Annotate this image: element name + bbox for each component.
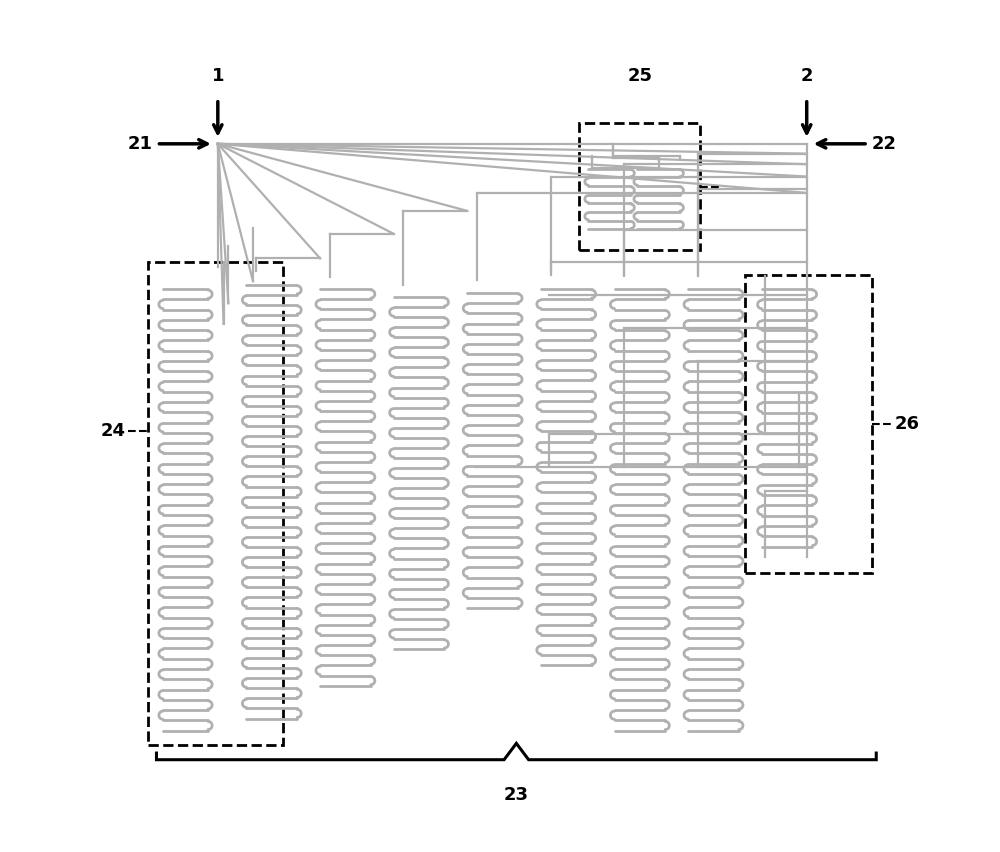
Bar	[745, 274, 872, 573]
Text: 2: 2	[800, 67, 813, 85]
Text: 23: 23	[504, 786, 529, 804]
Bar	[148, 262, 283, 745]
Text: 26: 26	[895, 415, 920, 433]
Bar	[579, 124, 700, 250]
Text: 21: 21	[128, 135, 153, 153]
Text: 22: 22	[872, 135, 897, 153]
Text: 1: 1	[212, 67, 224, 85]
Text: 25: 25	[627, 67, 652, 85]
Text: 24: 24	[100, 423, 125, 440]
